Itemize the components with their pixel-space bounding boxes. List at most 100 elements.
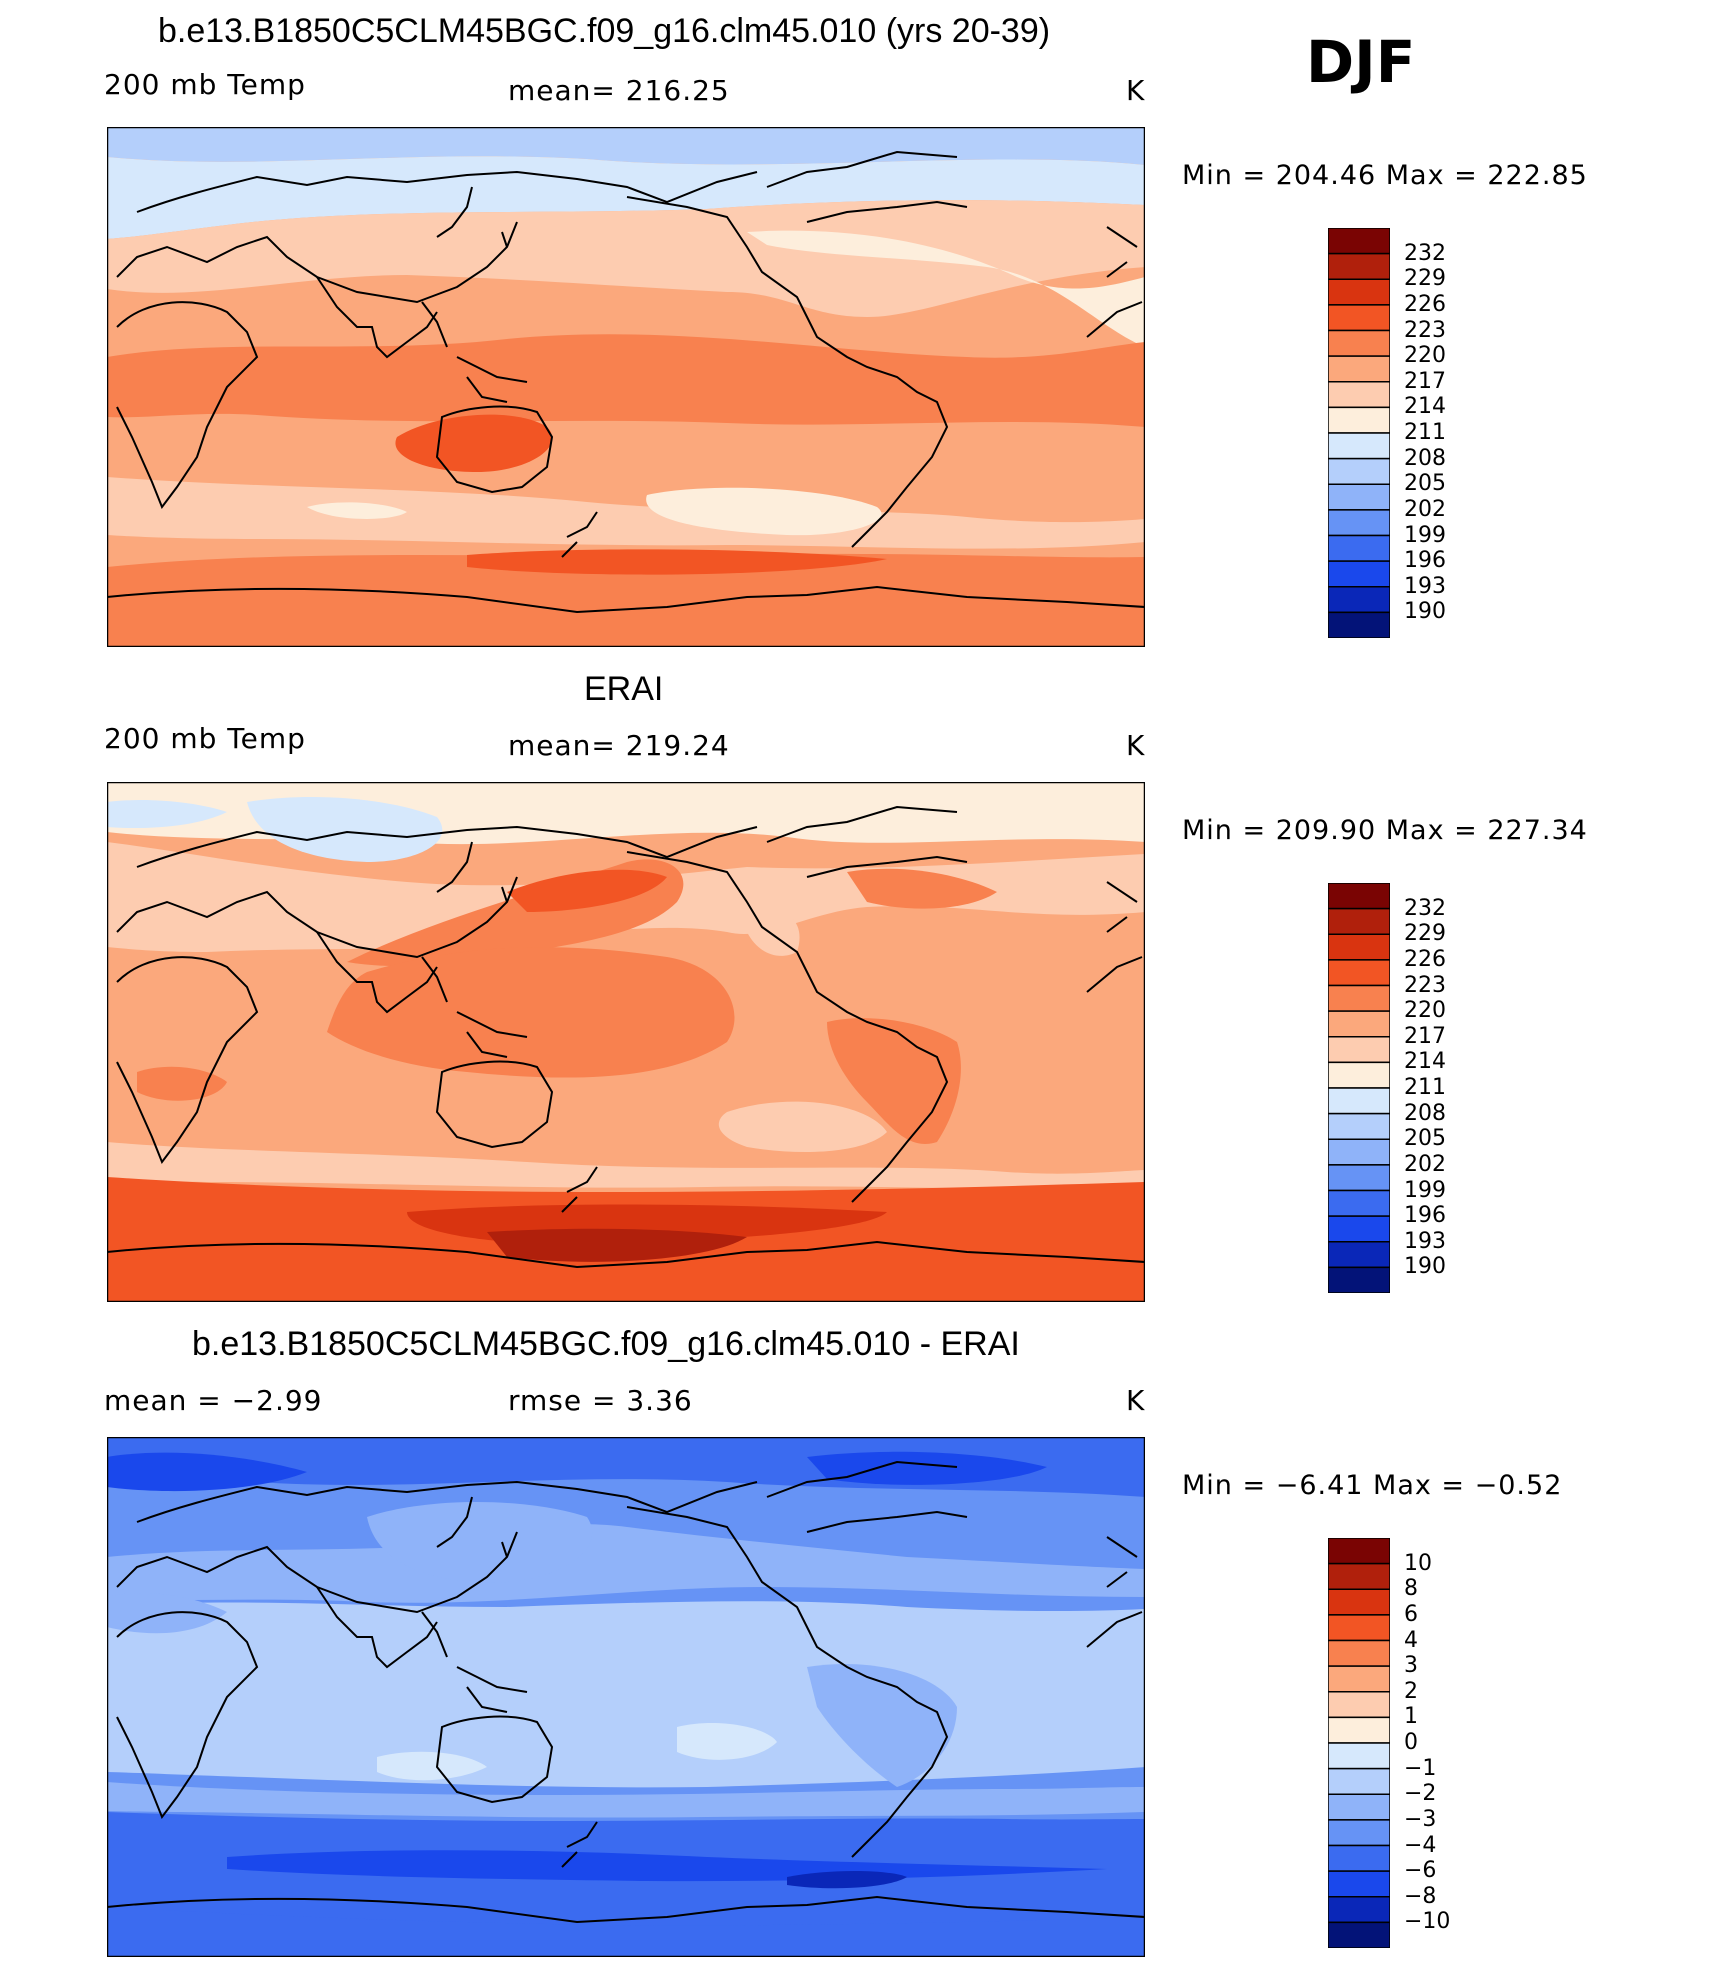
colorbar-tick-label: 220 — [1404, 343, 1446, 369]
colorbar-tick-label: 229 — [1404, 921, 1446, 947]
colorbar-tick-label: 4 — [1404, 1627, 1418, 1653]
colorbar-swatch — [1328, 1189, 1390, 1217]
colorbar-tick-label: 199 — [1404, 522, 1446, 548]
panel-2-title: ERAI — [584, 670, 664, 708]
colorbar-tick-label: 214 — [1404, 1049, 1446, 1075]
colorbar-tick-label: 196 — [1404, 548, 1446, 574]
colorbar-tick-label: 205 — [1404, 471, 1446, 497]
colorbar-swatch — [1328, 1639, 1390, 1667]
colorbar-tick-label: 217 — [1404, 368, 1446, 394]
colorbar-tick-label: 211 — [1404, 420, 1446, 445]
colorbar-swatch — [1328, 883, 1390, 910]
colorbar-swatch — [1328, 1691, 1390, 1719]
colorbar-tick-label: 226 — [1404, 946, 1446, 972]
colorbar-swatch — [1328, 959, 1390, 987]
panel-2-colorbar — [1328, 883, 1390, 1293]
colorbar-tick-label: 193 — [1404, 1228, 1446, 1254]
colorbar-swatch — [1328, 1896, 1390, 1924]
colorbar-tick-label: 229 — [1404, 266, 1446, 292]
colorbar-tick-label: 208 — [1404, 445, 1446, 471]
colorbar-tick-label: 217 — [1404, 1023, 1446, 1049]
colorbar-swatch — [1328, 252, 1390, 280]
colorbar-swatch — [1328, 560, 1390, 588]
colorbar-swatch — [1328, 1215, 1390, 1243]
season-label: DJF — [1306, 28, 1416, 96]
colorbar-swatch — [1328, 1112, 1390, 1140]
panel-1-unit: K — [1126, 74, 1146, 107]
colorbar-tick-label: 196 — [1404, 1203, 1446, 1229]
colorbar-swatch — [1328, 1614, 1390, 1642]
colorbar-swatch — [1328, 984, 1390, 1012]
panel-3-rmse-label: rmse = 3.36 — [508, 1384, 693, 1417]
panel-1-mean-label: mean= 216.25 — [508, 74, 730, 107]
colorbar-tick-label: −10 — [1404, 1909, 1451, 1935]
colorbar-tick-label: 199 — [1404, 1177, 1446, 1203]
colorbar-swatch — [1328, 381, 1390, 409]
colorbar-tick-label: 208 — [1404, 1100, 1446, 1126]
colorbar-swatch — [1328, 329, 1390, 357]
colorbar-tick-label: 190 — [1404, 1254, 1446, 1280]
colorbar-tick-label: 220 — [1404, 998, 1446, 1024]
colorbar-swatch — [1328, 457, 1390, 485]
panel-1-colorbar — [1328, 228, 1390, 638]
colorbar-tick-label: 211 — [1404, 1075, 1446, 1100]
panel-1-left-label: 200 mb Temp — [104, 68, 306, 101]
colorbar-tick-label: −1 — [1404, 1755, 1437, 1781]
colorbar-swatch — [1328, 509, 1390, 537]
colorbar-swatch — [1328, 1665, 1390, 1693]
colorbar-swatch — [1328, 586, 1390, 614]
colorbar-tick-label: 202 — [1404, 496, 1446, 522]
colorbar-swatch — [1328, 1588, 1390, 1616]
panel-3-map — [107, 1437, 1145, 1957]
panel-2-mean-label: mean= 219.24 — [508, 729, 730, 762]
colorbar-tick-label: 8 — [1404, 1576, 1418, 1602]
panel-2-map — [107, 782, 1145, 1302]
colorbar-swatch — [1328, 1767, 1390, 1795]
colorbar-tick-label: 1 — [1404, 1704, 1418, 1730]
colorbar-tick-label: 190 — [1404, 599, 1446, 625]
colorbar-swatch — [1328, 228, 1390, 255]
colorbar-tick-label: 214 — [1404, 394, 1446, 420]
colorbar-tick-label: 226 — [1404, 291, 1446, 317]
colorbar-swatch — [1328, 1538, 1390, 1565]
colorbar-swatch — [1328, 1138, 1390, 1166]
colorbar-swatch — [1328, 1241, 1390, 1269]
colorbar-tick-label: −3 — [1404, 1806, 1437, 1832]
panel-3-mean-label: mean = −2.99 — [104, 1384, 323, 1417]
colorbar-tick-label: 193 — [1404, 573, 1446, 599]
colorbar-swatch — [1328, 1844, 1390, 1872]
colorbar-swatch — [1328, 432, 1390, 460]
colorbar-swatch — [1328, 1061, 1390, 1089]
colorbar-tick-label: 223 — [1404, 317, 1446, 343]
colorbar-swatch — [1328, 1819, 1390, 1847]
panel-1-map — [107, 127, 1145, 647]
colorbar-tick-label: 232 — [1404, 895, 1446, 921]
colorbar-tick-label: 205 — [1404, 1126, 1446, 1152]
colorbar-swatch — [1328, 1793, 1390, 1821]
colorbar-swatch — [1328, 1562, 1390, 1590]
panel-3-title: b.e13.B1850C5CLM45BGC.f09_g16.clm45.010 … — [192, 1325, 1020, 1363]
colorbar-swatch — [1328, 1010, 1390, 1038]
colorbar-tick-label: 10 — [1404, 1550, 1432, 1576]
colorbar-swatch — [1328, 355, 1390, 383]
panel-3-unit: K — [1126, 1384, 1146, 1417]
panel-2-range: Min = 209.90 Max = 227.34 — [1182, 815, 1588, 846]
colorbar-tick-label: 0 — [1404, 1730, 1418, 1755]
colorbar-swatch — [1328, 611, 1390, 638]
panel-3-colorbar — [1328, 1538, 1390, 1948]
colorbar-swatch — [1328, 907, 1390, 935]
panel-2-unit: K — [1126, 729, 1146, 762]
colorbar-tick-label: 223 — [1404, 972, 1446, 998]
colorbar-tick-label: −8 — [1404, 1883, 1437, 1909]
panel-2-left-label: 200 mb Temp — [104, 722, 306, 755]
colorbar-tick-label: −4 — [1404, 1832, 1437, 1858]
colorbar-swatch — [1328, 1164, 1390, 1192]
colorbar-swatch — [1328, 1036, 1390, 1064]
colorbar-tick-label: 3 — [1404, 1653, 1418, 1679]
colorbar-swatch — [1328, 1742, 1390, 1770]
colorbar-tick-label: −2 — [1404, 1781, 1437, 1807]
colorbar-tick-label: 232 — [1404, 240, 1446, 266]
panel-3-range: Min = −6.41 Max = −0.52 — [1182, 1470, 1563, 1501]
colorbar-tick-label: 202 — [1404, 1151, 1446, 1177]
colorbar-tick-label: −6 — [1404, 1858, 1437, 1884]
